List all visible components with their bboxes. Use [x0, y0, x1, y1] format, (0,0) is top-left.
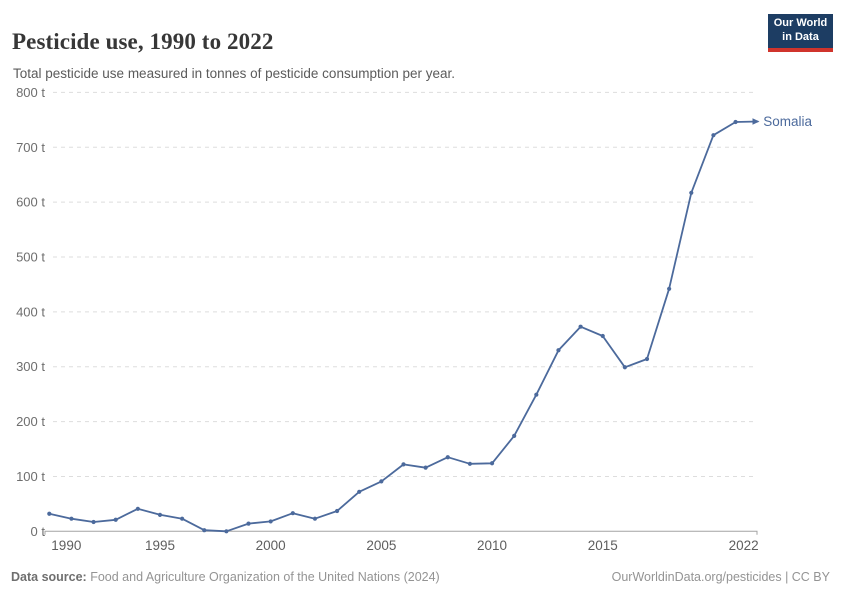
data-source: Data source: Food and Agriculture Organi…: [11, 570, 440, 584]
y-tick-label: 300 t: [16, 359, 45, 374]
series-end-arrow: [752, 118, 760, 125]
data-source-text: Food and Agriculture Organization of the…: [86, 570, 440, 584]
line-chart[interactable]: 0 t 100 t 200 t 300 t 400 t 500 t 600 t 700 t 80…: [0, 80, 850, 560]
y-tick-label: 200 t: [16, 414, 45, 429]
y-tick-label: 600 t: [16, 195, 45, 210]
data-point: [312, 516, 318, 521]
data-point: [202, 528, 207, 533]
data-point: [334, 508, 340, 514]
x-tick-label: 2000: [256, 538, 286, 553]
x-tick-label: 2015: [588, 538, 618, 553]
data-point: [733, 119, 738, 125]
data-point: [600, 333, 605, 339]
data-point: [180, 516, 185, 521]
data-point: [157, 512, 163, 517]
x-tick-label: 2010: [477, 538, 507, 553]
y-tick-label: 500 t: [16, 249, 45, 264]
series-line: [48, 120, 759, 533]
chart-footer: Data source: Food and Agriculture Organi…: [0, 566, 850, 590]
y-tick-label: 100 t: [16, 469, 45, 484]
data-point: [135, 506, 140, 511]
data-point: [489, 461, 495, 466]
data-point: [69, 516, 74, 521]
x-tick-label: 2005: [366, 538, 396, 553]
x-tick-label: 1990: [51, 538, 81, 553]
data-point: [689, 190, 694, 195]
data-point: [91, 519, 96, 525]
data-point: [556, 348, 561, 353]
data-point: [357, 489, 362, 494]
data-point: [622, 365, 627, 370]
credit-link[interactable]: OurWorldinData.org/pesticides | CC BY: [611, 570, 830, 584]
page-title: Pesticide use, 1990 to 2022: [12, 29, 274, 55]
data-point: [578, 324, 583, 329]
data-source-label: Data source:: [11, 570, 87, 584]
data-point: [512, 433, 517, 438]
data-point: [534, 392, 539, 397]
data-point: [445, 455, 450, 460]
chart-subtitle: Total pesticide use measured in tonnes o…: [13, 65, 456, 81]
data-point: [113, 517, 118, 522]
data-point: [379, 479, 384, 484]
y-tick-label: 800 t: [16, 85, 45, 100]
data-point: [467, 461, 473, 466]
y-tick-label: 700 t: [16, 140, 45, 155]
y-tick-label: 400 t: [16, 304, 45, 319]
data-point: [401, 462, 406, 467]
x-axis-line: [44, 530, 758, 535]
y-tick-label: 0 t: [31, 524, 46, 539]
x-tick-label: 1995: [145, 538, 175, 553]
data-point: [246, 521, 251, 526]
data-point: [644, 356, 650, 362]
x-tick-label: 2022: [729, 538, 759, 553]
owid-logo-line2: in Data: [782, 31, 819, 43]
data-point: [47, 511, 52, 516]
owid-logo-line1: Our World: [773, 17, 828, 30]
series-end-label: Somalia: [763, 114, 812, 129]
data-point: [423, 465, 428, 470]
owid-logo[interactable]: Our World in Data: [768, 14, 833, 52]
data-point: [667, 286, 672, 291]
data-point: [224, 529, 229, 534]
data-point: [268, 519, 273, 524]
data-point: [290, 511, 295, 516]
data-point: [711, 133, 716, 138]
